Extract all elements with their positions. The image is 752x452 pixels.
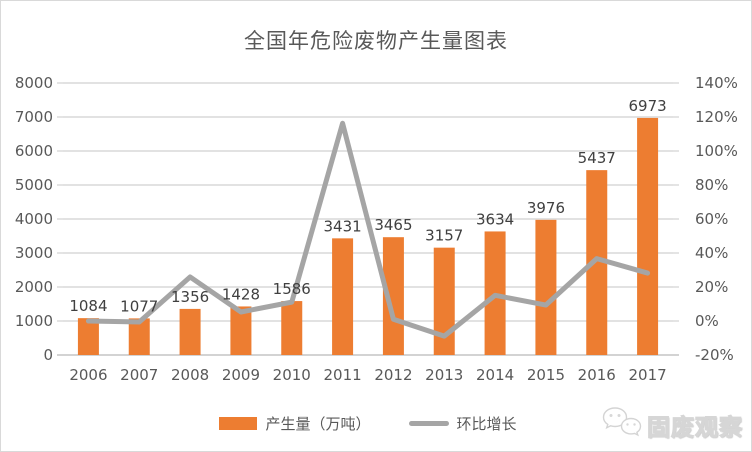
svg-text:3157: 3157 [425,227,463,245]
svg-text:2016: 2016 [578,366,616,384]
svg-text:2017: 2017 [628,366,666,384]
svg-text:8000: 8000 [15,74,53,92]
svg-text:120%: 120% [695,108,738,126]
svg-text:140%: 140% [695,74,738,92]
svg-text:1084: 1084 [69,297,107,315]
svg-text:1586: 1586 [273,280,311,298]
chart-title: 全国年危险废物产生量图表 [244,29,508,53]
legend-item-growth: 环比增长 [408,413,517,434]
svg-text:6973: 6973 [628,97,666,115]
line-series-swatch [408,420,449,426]
svg-text:20%: 20% [695,278,728,296]
svg-text:2008: 2008 [171,366,209,384]
legend-label-production: 产生量（万吨） [265,414,371,433]
svg-text:2015: 2015 [527,366,565,384]
svg-text:3431: 3431 [323,217,361,235]
svg-text:0%: 0% [695,312,719,330]
svg-text:5000: 5000 [15,176,53,194]
svg-text:40%: 40% [695,244,728,262]
svg-text:2011: 2011 [323,366,361,384]
svg-text:3634: 3634 [476,210,514,228]
svg-text:5437: 5437 [578,149,616,167]
svg-text:0: 0 [43,346,53,364]
svg-text:3465: 3465 [374,216,412,234]
svg-text:60%: 60% [695,210,728,228]
svg-text:3976: 3976 [527,199,565,217]
svg-text:2007: 2007 [120,366,158,384]
svg-text:2006: 2006 [69,366,107,384]
svg-text:1428: 1428 [222,285,260,303]
bar-series-swatch [219,416,258,430]
legend: 产生量（万吨） 环比增长 [63,409,673,437]
legend-label-growth: 环比增长 [456,414,517,433]
svg-text:100%: 100% [695,142,738,160]
svg-text:6000: 6000 [15,142,53,160]
svg-text:4000: 4000 [15,210,53,228]
svg-text:2012: 2012 [374,366,412,384]
svg-text:7000: 7000 [15,108,53,126]
watermark: 固废观察 [601,405,743,445]
svg-text:80%: 80% [695,176,728,194]
svg-text:2010: 2010 [273,366,311,384]
svg-text:1000: 1000 [15,312,53,330]
svg-text:2009: 2009 [222,366,260,384]
svg-text:2000: 2000 [15,278,53,296]
svg-text:-20%: -20% [695,346,734,364]
svg-text:1077: 1077 [120,297,158,315]
svg-text:2014: 2014 [476,366,514,384]
svg-text:2013: 2013 [425,366,463,384]
svg-text:3000: 3000 [15,244,53,262]
wechat-icon [601,405,643,445]
legend-item-production: 产生量（万吨） [219,413,371,434]
svg-text:1356: 1356 [171,288,209,306]
watermark-text: 固废观察 [647,415,743,442]
combo-chart: 0 1000 2000 3000 4000 5000 6000 7000 8000 -20% 0% 2… [15,74,738,384]
